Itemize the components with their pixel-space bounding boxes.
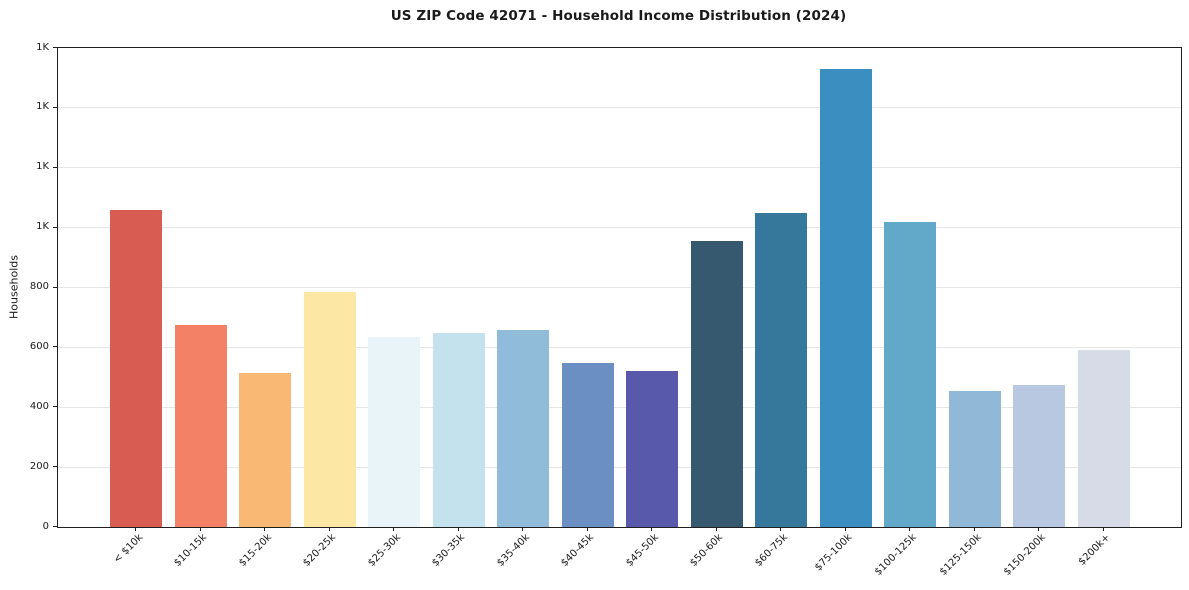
x-tick-mark	[973, 527, 975, 531]
bar-10-15k	[174, 324, 227, 527]
x-tick-label: $100-125k	[872, 532, 919, 578]
y-tick-mark	[53, 226, 57, 228]
y-tick-mark	[53, 106, 57, 108]
x-tick-mark	[780, 527, 781, 531]
y-tick-label: 0	[42, 520, 49, 532]
y-tick-label: 200	[29, 460, 49, 472]
bar-60-75k	[755, 212, 807, 527]
gridline	[58, 406, 1181, 408]
y-tick-mark	[53, 166, 57, 168]
bar-30-35k	[432, 333, 485, 527]
y-tick-mark	[53, 286, 57, 288]
gridline	[58, 107, 1181, 109]
x-tick-label: $60-75k	[752, 532, 790, 569]
x-tick-label: $50-60k	[688, 532, 726, 569]
bar-40-45k	[561, 362, 614, 527]
x-tick-mark	[264, 527, 265, 531]
x-tick-label: $150-200k	[1001, 532, 1048, 578]
y-tick-label: 800	[29, 281, 49, 292]
x-tick-label: $30-35k	[430, 532, 468, 569]
bar-75-100k	[819, 68, 872, 527]
x-tick-mark	[328, 527, 330, 531]
y-tick-mark	[53, 526, 57, 527]
bar-100-125k	[884, 221, 936, 527]
bar-45-50k	[626, 370, 678, 527]
gridline	[58, 287, 1181, 288]
bar-200k	[1077, 349, 1130, 527]
bar-35-40k	[497, 330, 549, 527]
x-tick-mark	[393, 527, 394, 531]
plot-area	[57, 47, 1182, 528]
y-tick-label: 600	[29, 340, 49, 352]
y-tick-label: 400	[29, 400, 49, 412]
gridline	[58, 227, 1181, 229]
y-tick-label: 1K	[36, 221, 49, 233]
x-tick-label: $25-30k	[365, 532, 403, 569]
x-tick-mark	[522, 527, 523, 531]
x-tick-mark	[844, 527, 846, 531]
bar-25-30k	[368, 336, 420, 527]
bar-125-150k	[948, 390, 1001, 527]
x-tick-label: < $10k	[111, 532, 145, 566]
bar-150-200k	[1013, 384, 1065, 527]
x-tick-mark	[457, 527, 459, 531]
x-tick-label: $125-150k	[937, 532, 984, 578]
x-tick-label: $35-40k	[494, 532, 532, 569]
x-tick-label: $40-45k	[559, 532, 597, 569]
x-tick-mark	[135, 527, 136, 531]
x-tick-mark	[1102, 527, 1104, 531]
gridline	[58, 346, 1181, 348]
x-tick-mark	[909, 527, 910, 531]
x-tick-label: $200k+	[1076, 532, 1113, 568]
x-tick-label: $10-15k	[172, 532, 210, 569]
y-tick-mark	[53, 47, 57, 48]
y-tick-mark	[53, 406, 57, 408]
x-tick-mark	[651, 527, 652, 531]
bar-20-25k	[303, 291, 356, 527]
x-tick-label: $15-20k	[236, 532, 274, 569]
x-tick-label: $75-100k	[812, 532, 855, 574]
x-tick-mark	[715, 527, 717, 531]
bar-50-60k	[690, 241, 743, 527]
chart-title: US ZIP Code 42071 - Household Income Dis…	[390, 8, 847, 24]
gridline	[58, 167, 1181, 169]
gridline	[58, 466, 1181, 468]
bar-10k	[110, 210, 162, 527]
y-tick-label: 1K	[36, 161, 49, 173]
x-tick-mark	[1038, 527, 1039, 531]
y-tick-label: 1K	[36, 101, 49, 113]
y-tick-mark	[53, 346, 57, 348]
y-tick-label: 1K	[36, 41, 49, 53]
bar-15-20k	[239, 372, 291, 527]
x-tick-label: $20-25k	[301, 532, 339, 569]
x-tick-mark	[586, 527, 588, 531]
y-tick-mark	[53, 466, 57, 468]
x-tick-label: $45-50k	[623, 532, 661, 569]
x-tick-mark	[199, 527, 201, 531]
